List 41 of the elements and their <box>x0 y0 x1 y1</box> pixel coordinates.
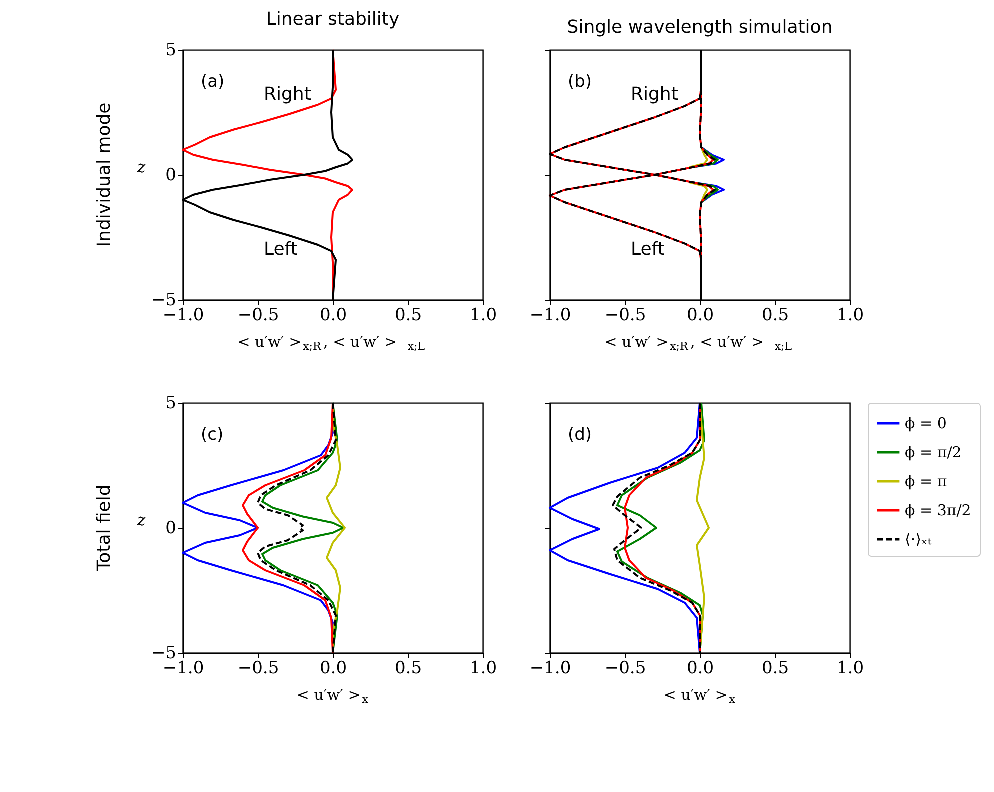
text: Total field <box>94 484 115 572</box>
y-tick-label: 5 <box>166 40 176 60</box>
y-tick-label: 5 <box>166 394 176 414</box>
y-tick-label: 0 <box>166 518 176 538</box>
text: Individual mode <box>94 102 115 248</box>
x-tick-label: 0.0 <box>686 658 714 678</box>
x-tick-label: 0.0 <box>320 658 348 678</box>
annotation: (c) <box>201 425 224 445</box>
annotation: (b) <box>568 72 592 92</box>
x-tick-label: 0.5 <box>762 306 790 326</box>
x-tick-label: −0.5 <box>238 306 280 326</box>
legend-label: ⟨·⟩ₓₜ <box>905 530 932 548</box>
y-axis-title: z <box>136 158 146 176</box>
x-tick-label: −0.5 <box>604 306 646 326</box>
x-tick-label: 1.0 <box>836 306 864 326</box>
legend-label: ϕ = π/2 <box>905 444 962 462</box>
x-tick-label: 1.0 <box>836 658 864 678</box>
x-tick-label: 0.5 <box>394 658 422 678</box>
x-tick-label: −1.0 <box>530 306 572 326</box>
annotation: (a) <box>201 72 225 92</box>
legend-label: ϕ = π <box>905 472 948 490</box>
y-tick-label: 0 <box>166 166 176 186</box>
annotation: (d) <box>568 425 592 445</box>
x-tick-label: −1.0 <box>530 658 572 678</box>
legend-label: ϕ = 0 <box>905 414 947 432</box>
chart-title: Linear stability <box>266 9 400 30</box>
x-tick-label: 1.0 <box>470 306 498 326</box>
chart-title: Single wavelength simulation <box>567 17 833 38</box>
x-tick-label: 0.0 <box>320 306 348 326</box>
annotation: Right <box>631 84 678 105</box>
x-tick-label: 0.0 <box>686 306 714 326</box>
x-tick-label: 0.5 <box>394 306 422 326</box>
x-tick-label: 0.5 <box>762 658 790 678</box>
x-tick-label: −0.5 <box>604 658 646 678</box>
annotation: Left <box>631 239 665 260</box>
y-axis-title: z <box>136 510 146 530</box>
annotation: Left <box>264 239 298 260</box>
x-tick-label: −0.5 <box>238 658 280 678</box>
x-tick-label: 1.0 <box>470 658 498 678</box>
legend-label: ϕ = 3π/2 <box>905 502 972 520</box>
annotation: Right <box>264 84 312 105</box>
